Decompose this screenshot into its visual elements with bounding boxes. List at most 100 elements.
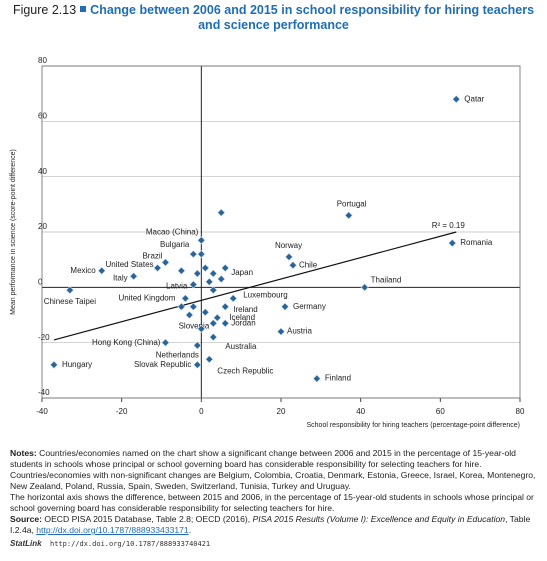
- y-tick-label: -40: [38, 388, 50, 397]
- point-label: Macao (China): [146, 227, 199, 236]
- y-tick-label: -20: [38, 333, 50, 342]
- x-axis-label: School responsibility for hiring teacher…: [307, 422, 521, 429]
- point: [189, 280, 198, 289]
- source-label: Source:: [10, 514, 42, 524]
- point: [312, 374, 321, 383]
- r-squared: R² = 0.19: [432, 221, 466, 230]
- point-label: Netherlands: [156, 351, 199, 360]
- point: [97, 266, 106, 275]
- y-axis-label: Mean performance in science (score-point…: [10, 149, 17, 315]
- point-label: Finland: [325, 374, 351, 383]
- point: [452, 95, 461, 104]
- point-label: Germany: [293, 302, 326, 311]
- point: [197, 236, 206, 245]
- point: [209, 333, 218, 342]
- point: [221, 263, 230, 272]
- point-label: Hungary: [62, 360, 92, 369]
- x-tick-label: -40: [36, 407, 48, 416]
- point-label: Portugal: [337, 200, 367, 209]
- point: [193, 341, 202, 350]
- plot-frame: [41, 65, 521, 399]
- point-label: United Kingdom: [118, 294, 175, 303]
- source-text: OECD PISA 2015 Database, Table 2.8; OECD…: [44, 514, 251, 524]
- point: [181, 294, 190, 303]
- point: [177, 302, 186, 311]
- point-label: Bulgaria: [160, 240, 190, 249]
- point: [189, 302, 198, 311]
- statlink: StatLink http://dx.doi.org/10.1787/88893…: [10, 538, 537, 550]
- point-label: Iceland: [229, 313, 255, 322]
- point: [276, 327, 286, 336]
- point: [161, 258, 170, 267]
- notes: Notes: Countries/economies named on the …: [10, 448, 537, 550]
- point-label: Norway: [275, 241, 302, 250]
- x-tick-label: 40: [356, 407, 365, 416]
- point-label: Ireland: [233, 305, 257, 314]
- point: [217, 208, 226, 217]
- chart: -40 -20 0 20 40 60 80 -40 -20 0 20 40 60 80 Mean perfo…: [10, 56, 525, 429]
- point: [193, 360, 202, 369]
- x-tick-label: 80: [516, 407, 525, 416]
- point: [193, 269, 202, 278]
- point: [161, 338, 170, 347]
- chart-title: Change between 2006 and 2015 in school r…: [90, 3, 535, 32]
- point: [288, 261, 297, 270]
- figure-label: Figure 2.13: [12, 3, 77, 17]
- point: [189, 250, 198, 259]
- point: [448, 239, 457, 248]
- point-label: Slovenia: [179, 321, 210, 330]
- point: [213, 313, 222, 322]
- point: [221, 319, 230, 328]
- point-label: Qatar: [464, 94, 484, 103]
- notes-label: Notes:: [10, 448, 37, 458]
- point: [153, 263, 162, 272]
- notes-text: Countries/economies named on the chart s…: [10, 448, 536, 491]
- y-tick-label: 40: [38, 167, 47, 176]
- point-label: Luxembourg: [243, 291, 287, 300]
- statlink-url[interactable]: http://dx.doi.org/10.1787/888933740421: [50, 540, 211, 548]
- title-block: Figure 2.13 Change between 2006 and 2015 …: [10, 3, 537, 33]
- source-link[interactable]: http://dx.doi.org/10.1787/888933433171: [36, 525, 189, 535]
- point-label: Latvia: [166, 282, 188, 291]
- bullet: [80, 6, 87, 12]
- y-tick-label: 60: [38, 111, 47, 120]
- source-text: , Table I.2.4a,: [10, 514, 531, 535]
- point: [197, 250, 206, 259]
- point: [129, 272, 138, 281]
- point: [280, 302, 290, 311]
- y-tick-label: 80: [38, 56, 47, 65]
- x-tick-label: -20: [116, 407, 128, 416]
- point: [197, 324, 206, 333]
- point: [205, 355, 214, 364]
- point: [201, 308, 210, 317]
- point-label: Mexico: [70, 266, 96, 275]
- point-label: Czech Republic: [217, 366, 273, 375]
- y-tick-label: 20: [38, 222, 47, 231]
- point-label: Thailand: [371, 275, 402, 284]
- point: [344, 211, 353, 220]
- point: [209, 269, 218, 278]
- point: [177, 266, 186, 275]
- source-title: PISA 2015 Results (Volume I): Excellence…: [252, 514, 506, 524]
- point: [205, 277, 214, 286]
- point: [209, 286, 218, 295]
- statlink-label: StatLink: [10, 539, 42, 548]
- point-label: Japan: [231, 268, 253, 277]
- trendline: [53, 231, 457, 341]
- point-label: Italy: [113, 273, 128, 282]
- point: [221, 302, 230, 311]
- point: [217, 275, 226, 284]
- notes-p2: The horizontal axis shows the difference…: [10, 492, 534, 513]
- y-tick-label: 0: [38, 277, 43, 286]
- point: [284, 252, 293, 261]
- point-label: Austria: [287, 327, 312, 336]
- point-label: Jordan: [231, 318, 255, 327]
- point: [229, 294, 238, 303]
- point-label: Chile: [299, 260, 318, 269]
- point: [49, 360, 58, 369]
- point-label: United States: [105, 260, 153, 269]
- point: [185, 310, 194, 320]
- point: [360, 283, 369, 292]
- point-label: Chinese Taipei: [44, 297, 97, 306]
